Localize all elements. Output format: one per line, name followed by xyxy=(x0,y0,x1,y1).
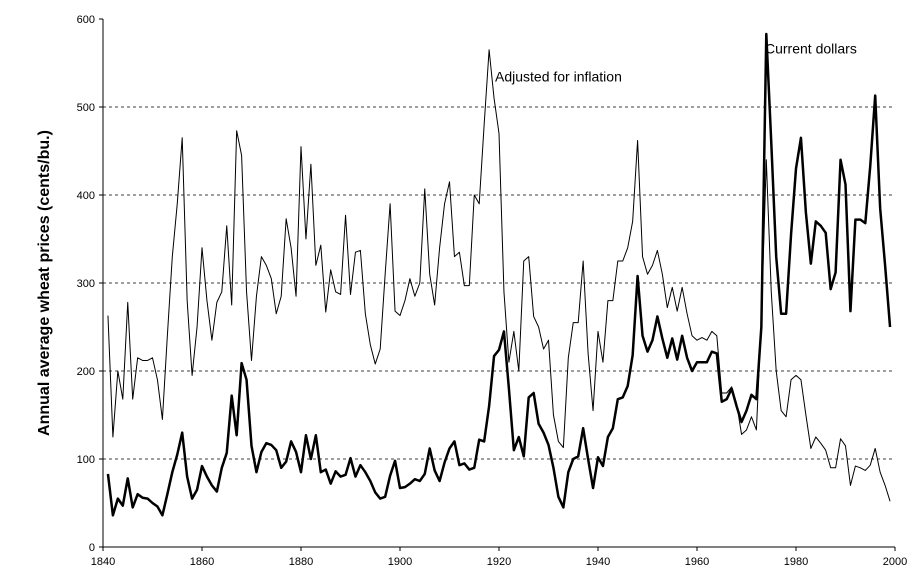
line-series xyxy=(106,32,892,517)
y-tick-label: 500 xyxy=(77,102,95,114)
annotation: Current dollars xyxy=(765,41,857,57)
y-tick-label: 200 xyxy=(77,366,95,378)
y-tick-label: 600 xyxy=(77,14,95,26)
x-tick-label: 2000 xyxy=(883,556,907,568)
y-tick-label: 300 xyxy=(77,278,95,290)
x-tick-label: 1860 xyxy=(190,556,214,568)
x-tick-label: 1980 xyxy=(784,556,808,568)
x-tick-label: 1960 xyxy=(685,556,709,568)
line-series xyxy=(107,49,891,502)
annotation: Adjusted for inflation xyxy=(495,69,622,85)
y-tick-label: 0 xyxy=(89,542,95,554)
x-tick-label: 1840 xyxy=(91,556,115,568)
y-tick-label: 400 xyxy=(77,190,95,202)
y-tick-label: 100 xyxy=(77,454,95,466)
x-tick-label: 1880 xyxy=(289,556,313,568)
y-axis-label: Annual average wheat prices (cents/bu.) xyxy=(36,130,53,436)
x-tick-label: 1900 xyxy=(388,556,412,568)
x-tick-label: 1940 xyxy=(586,556,610,568)
x-tick-label: 1920 xyxy=(487,556,511,568)
